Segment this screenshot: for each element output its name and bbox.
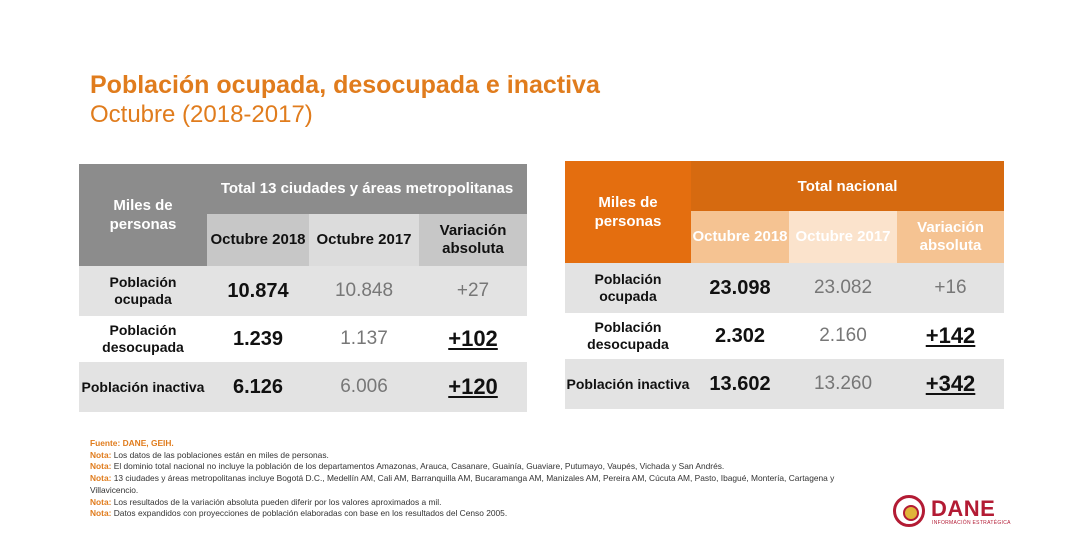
column-header-variacion: Variación absoluta (897, 211, 1005, 263)
note-label: Nota: (90, 473, 112, 484)
value-2017: 10.848 (309, 266, 419, 316)
row-label: Población desocupada (79, 316, 207, 362)
table-row: Población inactiva 6.126 6.006 +120 (79, 362, 528, 412)
table-13-ciudades: Miles de personas Total 13 ciudades y ár… (79, 164, 528, 412)
column-label: Variación absoluta (439, 222, 507, 257)
row-label: Población ocupada (565, 263, 691, 313)
value-2018: 6.126 (207, 362, 309, 412)
value-2017: 2.160 (789, 313, 897, 359)
row-label: Población ocupada (79, 266, 207, 316)
row-label: Población desocupada (565, 313, 691, 359)
note-text: Los datos de las poblaciones están en mi… (113, 449, 329, 460)
note-line: Nota: Los resultados de la variación abs… (90, 497, 870, 509)
note-line: Nota: El dominio total nacional no inclu… (90, 461, 870, 473)
table-row: Población ocupada 10.874 10.848 +27 (79, 266, 528, 316)
value-2018: 1.239 (207, 316, 309, 362)
table-row: Población ocupada 23.098 23.082 +16 (565, 263, 1005, 313)
value-2018: 10.874 (207, 266, 309, 316)
column-label: Variación absoluta (917, 219, 984, 254)
table-row: Población desocupada 2.302 2.160 +142 (565, 313, 1005, 359)
column-header-2018: Octubre 2018 (207, 214, 309, 266)
value-variacion: +102 (419, 316, 528, 362)
value-2017: 23.082 (789, 263, 897, 313)
column-label: Octubre 2018 (692, 228, 788, 245)
value-variacion: +342 (897, 359, 1005, 409)
column-label: Octubre 2018 (210, 231, 306, 248)
value-2018: 2.302 (691, 313, 789, 359)
value-2017: 6.006 (309, 362, 419, 412)
corner-header: Miles de personas (565, 161, 691, 263)
value-2017: 13.260 (789, 359, 897, 409)
value-variacion: +16 (897, 263, 1005, 313)
value-variacion: +27 (419, 266, 528, 316)
source-note: Fuente: DANE, GEIH. (90, 438, 174, 448)
dane-logo: DANE INFORMACIÓN ESTRATÉGICA (893, 495, 1010, 531)
column-label: Octubre 2017 (795, 228, 891, 245)
note-line: Nota: Datos expandidos con proyecciones … (90, 508, 870, 520)
table-row: Población inactiva 13.602 13.260 +342 (565, 359, 1005, 409)
column-header-variacion: Variación absoluta (419, 214, 528, 266)
note-line: Nota: 13 ciudades y áreas metropolitanas… (90, 473, 870, 496)
note-text: El dominio total nacional no incluye la … (113, 461, 725, 472)
note-label: Nota: (90, 508, 112, 519)
note-text: Los resultados de la variación absoluta … (113, 496, 442, 507)
corner-label: Miles de personas (594, 194, 662, 230)
column-header-2018: Octubre 2018 (691, 211, 789, 263)
corner-header: Miles de personas (79, 164, 207, 266)
row-label: Población inactiva (565, 359, 691, 409)
column-header-2017: Octubre 2017 (789, 211, 897, 263)
logo-tagline: INFORMACIÓN ESTRATÉGICA (932, 520, 1011, 526)
table-total-nacional: Miles de personas Total nacional Octubre… (565, 161, 1005, 409)
note-label: Nota: (90, 496, 112, 507)
page-title: Población ocupada, desocupada e inactiva (90, 71, 600, 99)
value-variacion: +142 (897, 313, 1005, 359)
note-line: Nota: Los datos de las poblaciones están… (90, 450, 870, 462)
note-label: Nota: (90, 449, 112, 460)
value-2018: 23.098 (691, 263, 789, 313)
note-text: Datos expandidos con proyecciones de pob… (113, 508, 508, 519)
group-header: Total nacional (691, 161, 1005, 211)
value-variacion: +120 (419, 362, 528, 412)
note-label: Nota: (90, 461, 112, 472)
value-2017: 1.137 (309, 316, 419, 362)
group-header-label: Total nacional (797, 177, 898, 195)
corner-label: Miles de personas (109, 197, 177, 233)
page-subtitle: Octubre (2018-2017) (90, 101, 313, 128)
table-row: Población desocupada 1.239 1.137 +102 (79, 316, 528, 362)
value-2018: 13.602 (691, 359, 789, 409)
column-label: Octubre 2017 (316, 231, 412, 248)
logo-wordmark: DANE (931, 496, 996, 521)
row-label: Población inactiva (79, 362, 207, 412)
coat-of-arms-icon (893, 495, 925, 527)
footnotes: Fuente: DANE, GEIH. Nota: Los datos de l… (90, 438, 870, 520)
note-text: 13 ciudades y áreas metropolitanas inclu… (90, 473, 835, 495)
group-header: Total 13 ciudades y áreas metropolitanas (207, 164, 528, 214)
column-header-2017: Octubre 2017 (309, 214, 419, 266)
group-header-label: Total 13 ciudades y áreas metropolitanas (220, 180, 514, 197)
